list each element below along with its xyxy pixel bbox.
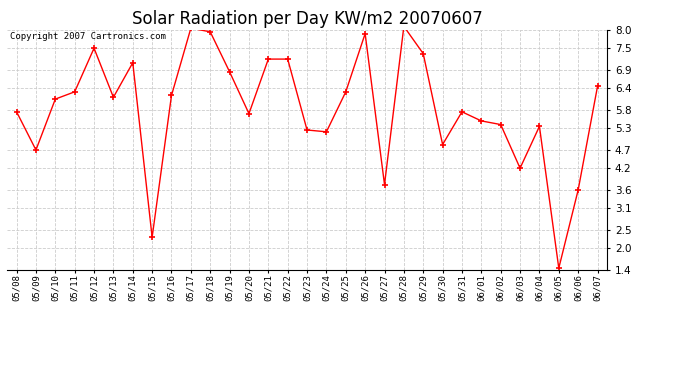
Title: Solar Radiation per Day KW/m2 20070607: Solar Radiation per Day KW/m2 20070607 (132, 10, 482, 28)
Text: Copyright 2007 Cartronics.com: Copyright 2007 Cartronics.com (10, 32, 166, 41)
